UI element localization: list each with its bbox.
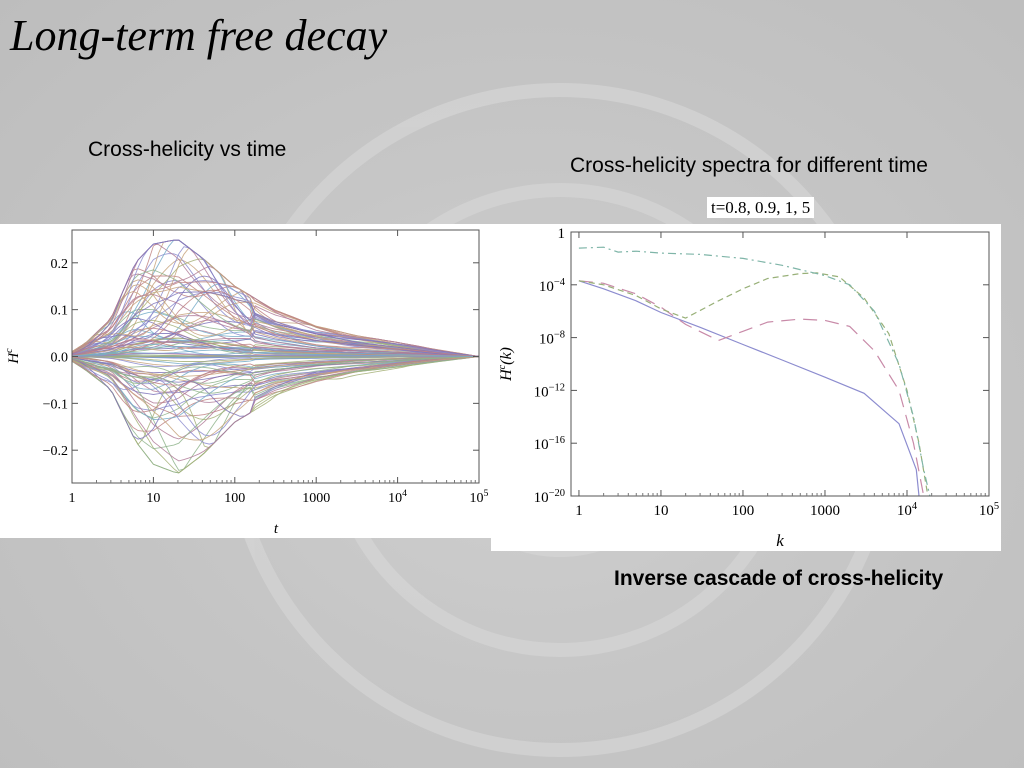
y-tick-label: −0.2 [43, 444, 68, 459]
x-tick-label: 100 [224, 491, 245, 506]
spectrum-line [578, 246, 931, 497]
x-tick-label: 1000 [810, 503, 840, 519]
caption-bottom: Inverse cascade of cross-helicity [614, 567, 944, 590]
x-axis-label: k [776, 531, 784, 550]
series-line [71, 345, 480, 357]
series-line [71, 265, 480, 357]
x-tick-label: 10 [146, 491, 160, 506]
series-line [71, 356, 480, 413]
x-tick-label: 1 [575, 503, 583, 519]
x-tick-label: 105 [979, 501, 999, 519]
y-tick-label: 0.1 [51, 304, 69, 319]
x-tick-label: 1000 [302, 491, 330, 506]
series-line [71, 356, 480, 386]
series-line [71, 356, 480, 384]
chart-panel-left: 1 10 100 1000 104 105 0.2 0.1 0.0 −0.1 −0.2 t Hc [0, 224, 494, 538]
y-axis-label: Hc [4, 348, 22, 365]
spectrum-line [578, 280, 925, 497]
series-line [71, 356, 479, 362]
series-line [71, 356, 480, 471]
legend-times: t=0.8, 0.9, 1, 5 [707, 197, 815, 218]
slide-title: Long-term free decay [10, 11, 388, 60]
y-tick-label: 10−8 [539, 330, 565, 348]
y-tick-label: −0.1 [43, 397, 68, 412]
spectrum-line [578, 272, 929, 497]
chart-cross-helicity-vs-time: 1 10 100 1000 104 105 0.2 0.1 0.0 −0.1 −0.2 t Hc [4, 229, 489, 537]
y-tick-label: 1 [558, 226, 566, 242]
series-line [71, 315, 480, 357]
x-tick-label: 100 [732, 503, 755, 519]
series-line [71, 239, 480, 357]
chart-panel-right: 1 10 100 1000 104 105 1 10−4 10−8 10−12 10−16 10−2… [491, 224, 1001, 551]
x-tick-label: 1 [69, 491, 76, 506]
y-tick-label: 0.0 [51, 351, 69, 366]
series-line [71, 239, 480, 357]
series-line [71, 356, 480, 437]
x-tick-label: 104 [897, 501, 918, 519]
x-tick-label: 104 [388, 488, 407, 506]
y-tick-label: 10−20 [534, 488, 565, 506]
x-tick-label: 10 [653, 503, 668, 519]
series-line [71, 311, 480, 357]
series-line [71, 291, 480, 357]
series-line [71, 356, 480, 474]
series-line [71, 356, 480, 441]
plot-frame [570, 231, 990, 497]
series-line [71, 356, 480, 394]
series-line [71, 317, 480, 357]
spectrum-line [578, 280, 920, 497]
y-tick-label: 10−4 [539, 277, 566, 295]
series-line [71, 289, 480, 357]
y-tick-label: 10−12 [534, 382, 565, 400]
series-line [71, 352, 479, 357]
chart-cross-helicity-spectra: 1 10 100 1000 104 105 1 10−4 10−8 10−12 10−16 10−2… [497, 226, 999, 550]
x-axis-label: t [274, 521, 279, 537]
caption-left: Cross-helicity vs time [88, 138, 287, 161]
x-tick-label: 105 [470, 488, 489, 506]
y-axis-label: Hc(k) [497, 347, 515, 382]
caption-right: Cross-helicity spectra for different tim… [570, 154, 928, 177]
series-line [71, 337, 480, 357]
y-tick-label: 10−16 [534, 435, 565, 453]
y-tick-label: 0.2 [51, 257, 69, 272]
